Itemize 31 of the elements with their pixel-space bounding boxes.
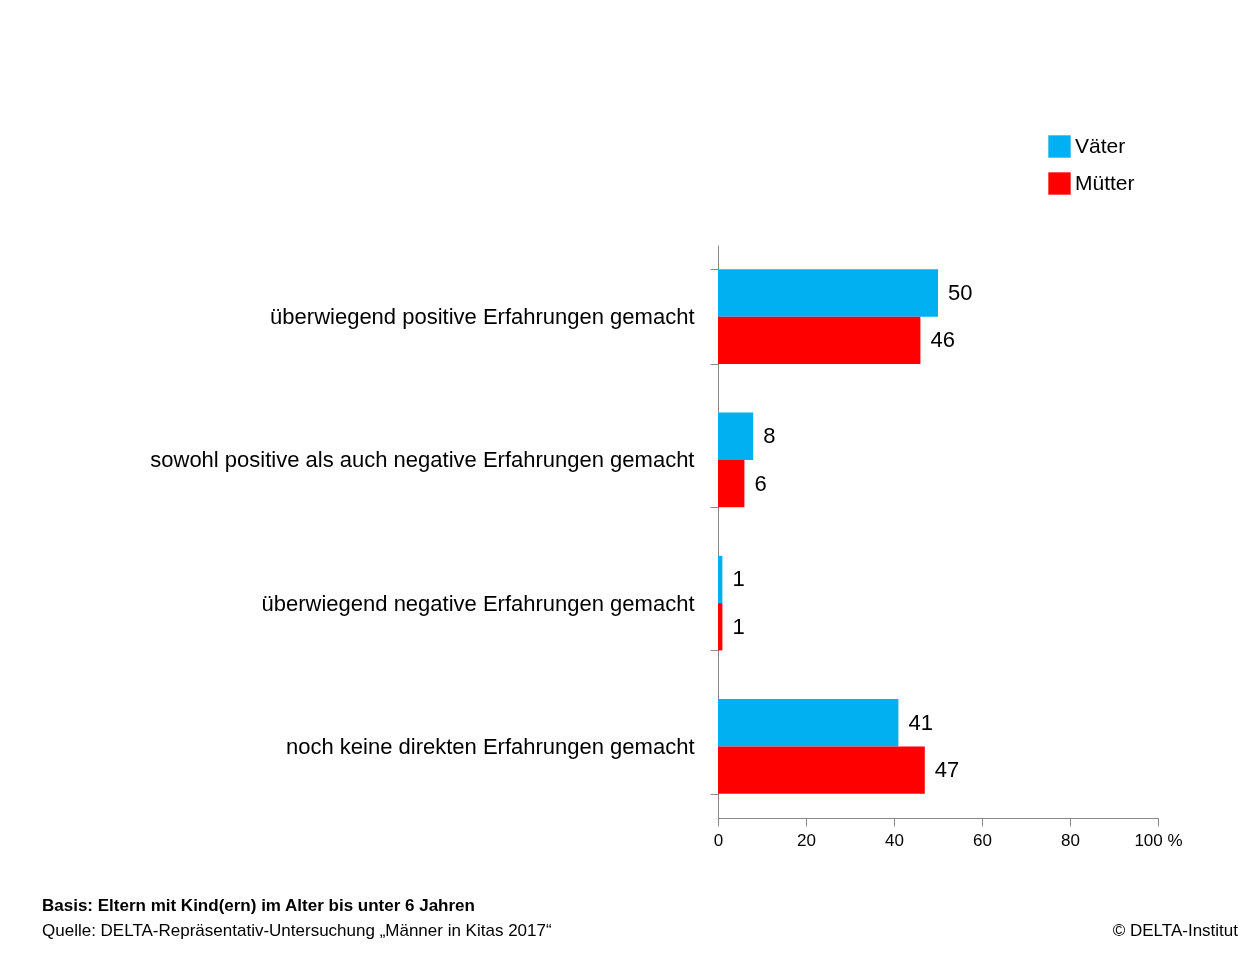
bar <box>718 555 723 604</box>
data-label: 50 <box>948 279 973 305</box>
data-label: 46 <box>930 327 955 353</box>
data-label: 1 <box>732 566 745 592</box>
bar <box>718 269 938 317</box>
bar <box>718 603 723 651</box>
y-tick-label: überwiegend negative Erfahrungen gemacht <box>261 590 695 616</box>
bar <box>718 316 921 364</box>
data-label: 47 <box>934 757 960 783</box>
y-tick-label: noch keine direkten Erfahrungen gemacht <box>286 733 695 759</box>
source-note: Quelle: DELTA-Repräsentativ-Untersuchung „Männer in Kitas 2017“ <box>42 921 552 940</box>
bar <box>718 412 754 460</box>
legend-label: Mütter <box>1075 170 1135 194</box>
data-label: 41 <box>908 709 933 735</box>
y-tick-label: sowohl positive als auch negative Erfahrungen gemacht <box>150 447 695 473</box>
data-label: 8 <box>763 423 776 449</box>
data-label: 6 <box>754 470 767 496</box>
bar <box>718 459 745 508</box>
text: © DELTA-Institut <box>1112 921 1239 940</box>
bar <box>718 699 899 747</box>
data-label: 1 <box>732 613 745 639</box>
x-tick-label: 20 <box>797 830 816 850</box>
y-tick-label: überwiegend positive Erfahrungen gemacht <box>270 304 695 330</box>
x-tick-label: 60 <box>973 830 992 850</box>
x-tick-label: 100 % <box>1134 830 1183 850</box>
x-tick-label: 0 <box>713 830 724 850</box>
bar <box>718 746 925 794</box>
x-tick-label: 40 <box>885 830 904 850</box>
text: Basis: Eltern mit Kind(ern) im Alter bis unter 6 Jahren <box>42 896 475 915</box>
legend-label: Väter <box>1075 133 1126 157</box>
x-tick-label: 80 <box>1061 830 1080 850</box>
